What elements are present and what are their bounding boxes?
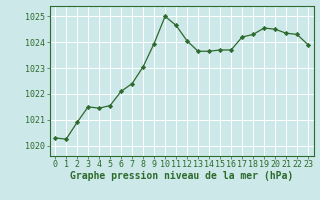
X-axis label: Graphe pression niveau de la mer (hPa): Graphe pression niveau de la mer (hPa) — [70, 171, 293, 181]
